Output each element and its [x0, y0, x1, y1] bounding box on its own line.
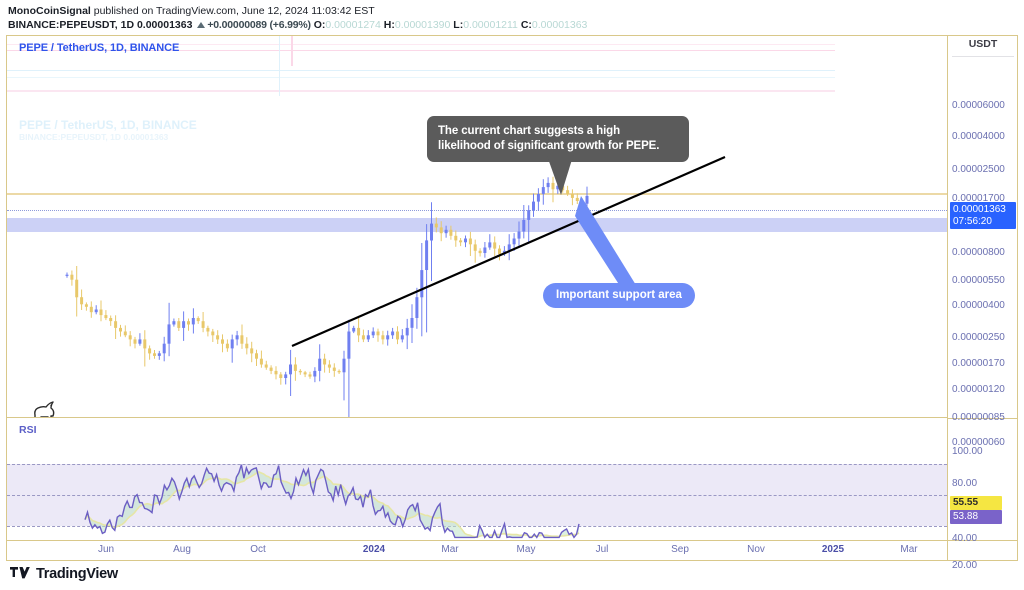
price-scale-tick: 0.00000120: [952, 384, 1005, 395]
rsi-indicator-title: RSI: [19, 424, 37, 436]
support-callout-pointer: [575, 196, 639, 300]
price-scale-tick: 0.00000800: [952, 247, 1005, 258]
symbol-label: BINANCE:PEPEUSDT, 1D: [8, 19, 135, 31]
low-label: L:: [453, 19, 464, 31]
price-scale-tick: 0.00006000: [952, 100, 1005, 111]
rsi-value-badge-value: 53.88: [953, 511, 979, 522]
arrow-up-icon: [197, 21, 206, 28]
high-value: 0.00001390: [394, 19, 451, 31]
support-callout-label: Important support area: [556, 289, 682, 301]
time-scale-tick: Sep: [671, 544, 689, 555]
candlestick-series: [65, 155, 726, 417]
pane-divider: [7, 417, 947, 418]
time-scale-tick: May: [516, 544, 536, 555]
growth-callout-line2: likelihood of significant growth for PEP…: [438, 139, 660, 152]
price-scale-tick: 0.00000085: [952, 412, 1005, 423]
rsi-scale-tick: 40.00: [952, 533, 978, 544]
time-scale-tick: 2025: [821, 544, 845, 555]
published-text: published on TradingView.com, June 12, 2…: [90, 5, 375, 17]
support-area-band: [7, 218, 947, 232]
growth-callout-line1: The current chart suggests a high: [438, 125, 621, 137]
rsi-ma-badge: 55.55: [950, 496, 1002, 510]
publication-byline: MonoCoinSignal published on TradingView.…: [8, 4, 1016, 18]
rsi-ma-badge-value: 55.55: [953, 497, 979, 508]
current-price-countdown: 07:56:20: [953, 215, 992, 227]
open-value: 0.00001274: [325, 19, 381, 31]
time-scale-tick: Mar: [900, 544, 918, 555]
price-scale-tick: 0.00000170: [952, 358, 1005, 369]
resistance-line: [7, 193, 947, 195]
price-scale-tick: 0.00000250: [952, 332, 1005, 343]
open-label: O:: [313, 19, 326, 31]
current-price-line: [7, 210, 947, 211]
author-name: MonoCoinSignal: [8, 5, 91, 17]
time-scale[interactable]: Jun Aug Oct 2024 Mar May Jul Sep Nov 2025 Mar: [7, 541, 1017, 560]
footer: TradingView: [10, 566, 118, 582]
chart-legend-title: PEPE / TetherUS, 1D, BINANCE: [19, 42, 180, 54]
publication-header: MonoCoinSignal published on TradingView.…: [0, 0, 1024, 34]
rsi-pane[interactable]: RSI: [7, 418, 947, 540]
time-scale-tick: Jul: [595, 544, 609, 555]
dinosaur-doodle-icon: [34, 401, 55, 417]
price-scale-divider: [947, 36, 948, 560]
chart-frame: PEPE / TetherUS, 1D, BINANCE BINANCE:PEP…: [6, 35, 1018, 571]
symbol-quote-line: BINANCE:PEPEUSDT, 1D 0.00001363 +0.00000…: [8, 18, 1016, 32]
current-price-badge-value: 0.00001363: [953, 204, 1006, 215]
rsi-scale-tick: 100.00: [952, 446, 983, 457]
close-value: 0.00001363: [531, 19, 588, 31]
last-price: 0.00001363: [136, 19, 193, 31]
growth-callout: The current chart suggests a high likeli…: [427, 116, 689, 162]
low-value: 0.00001211: [463, 19, 518, 31]
price-scale-currency: USDT: [968, 38, 998, 50]
time-scale-tick: Mar: [441, 544, 459, 555]
time-scale-tick: Nov: [747, 544, 765, 555]
support-callout: Important support area: [543, 283, 695, 308]
rsi-guide-30: [7, 526, 947, 527]
price-scale-tick: 0.00000060: [952, 437, 1005, 448]
price-scale-tick: 0.00002500: [952, 164, 1005, 175]
tradingview-logo-icon: [10, 567, 30, 579]
time-scale-tick: Jun: [97, 544, 115, 555]
rsi-series: [84, 464, 580, 539]
time-scale-divider: [7, 540, 1017, 541]
time-scale-tick: Oct: [250, 544, 266, 555]
tradingview-brand: TradingView: [36, 566, 118, 582]
price-pane[interactable]: PEPE / TetherUS, 1D, BINANCE BINANCE:PEP…: [7, 36, 947, 417]
price-scale-tick: 0.00001700: [952, 193, 1005, 204]
rsi-scale-divider: [948, 418, 1018, 419]
price-scale-tick: 0.00000550: [952, 275, 1005, 286]
rsi-scale-tick: 80.00: [952, 478, 978, 489]
price-change: +0.00000089 (+6.99%): [207, 19, 311, 31]
price-scale-tick: 0.00004000: [952, 131, 1005, 142]
trendline: [291, 155, 726, 348]
time-scale-tick: 2024: [362, 544, 386, 555]
current-price-badge: 0.00001363 07:56:20: [950, 202, 1016, 229]
close-label: C:: [520, 19, 532, 31]
price-scale[interactable]: USDT 0.00006000 0.00004000 0.00002500 0.000…: [948, 36, 1018, 571]
rsi-value-badge: 53.88: [950, 510, 1002, 524]
rsi-scale-tick: 20.00: [952, 560, 978, 571]
price-scale-tick: 0.00000400: [952, 300, 1005, 311]
growth-callout-pointer: [546, 153, 574, 195]
rsi-guide-70: [7, 464, 947, 465]
rsi-guide-50: [7, 495, 947, 496]
price-scale-rule: [952, 56, 1014, 57]
time-scale-tick: Aug: [173, 544, 191, 555]
high-label: H:: [383, 19, 395, 31]
